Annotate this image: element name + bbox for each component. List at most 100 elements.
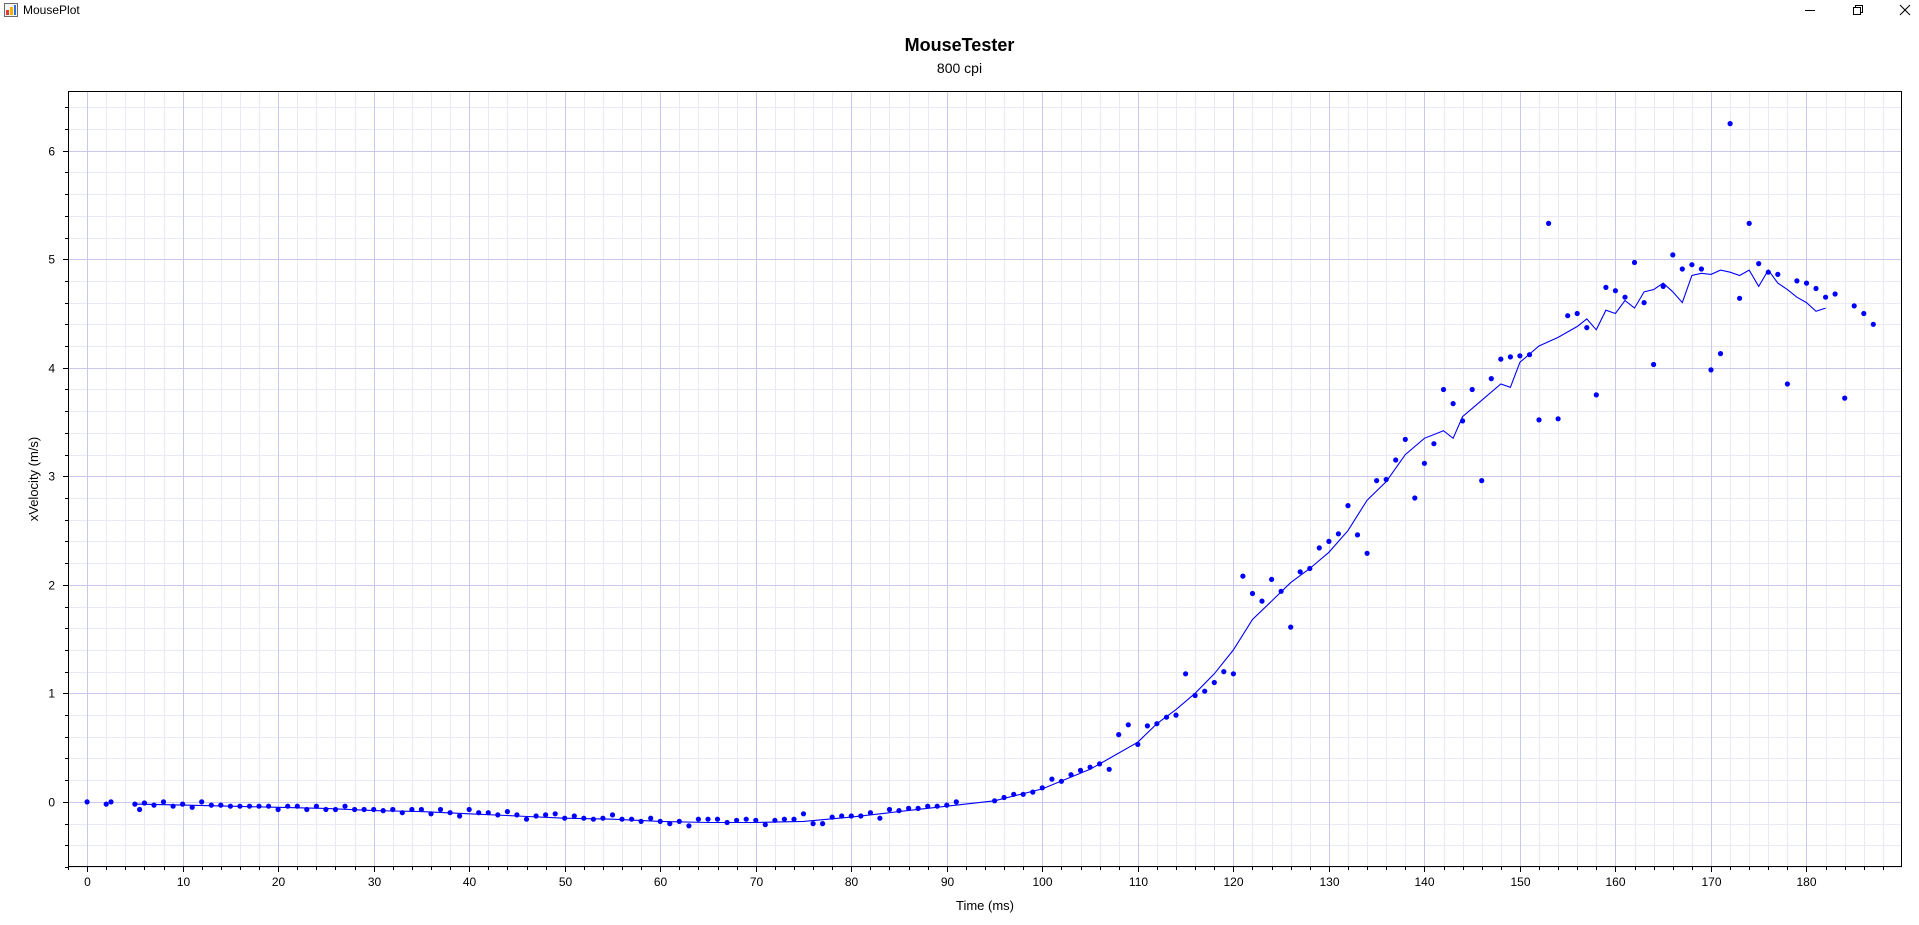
data-point <box>189 804 195 810</box>
close-icon <box>1899 4 1911 16</box>
data-point <box>886 806 893 813</box>
data-point <box>476 810 482 816</box>
data-point <box>1307 565 1313 572</box>
data-point <box>667 821 673 827</box>
data-point <box>495 812 501 818</box>
data-point <box>590 816 597 822</box>
plot-border <box>68 91 1902 867</box>
data-point <box>1288 624 1294 630</box>
x-tick-label: 120 <box>1223 875 1243 889</box>
data-point <box>342 803 348 809</box>
data-point <box>1765 269 1771 275</box>
data-point <box>1794 278 1800 284</box>
x-tick-label: 30 <box>368 875 382 889</box>
data-point <box>1106 766 1112 772</box>
data-point <box>199 799 205 805</box>
data-point <box>762 822 768 828</box>
x-tick-label: 70 <box>750 875 764 889</box>
data-point <box>1001 794 1007 801</box>
data-point <box>1593 392 1599 398</box>
x-tick-label: 20 <box>272 875 286 889</box>
data-point <box>820 821 826 827</box>
data-point <box>1727 121 1733 127</box>
data-point <box>457 813 463 819</box>
x-tick-label: 0 <box>84 875 91 889</box>
data-point <box>648 815 654 821</box>
data-point <box>1259 598 1265 604</box>
data-point <box>1326 538 1332 545</box>
minimize-button[interactable] <box>1790 0 1830 20</box>
y-tick-label: 0 <box>48 796 55 810</box>
data-point <box>877 815 883 821</box>
data-point <box>934 803 940 809</box>
data-point <box>227 803 233 809</box>
data-point <box>418 806 424 813</box>
x-tick-label: 60 <box>654 875 668 889</box>
title-bar: MousePlot <box>0 0 1919 20</box>
app-icon <box>4 3 18 17</box>
data-point <box>867 810 874 816</box>
data-point <box>103 801 109 807</box>
data-point <box>1574 310 1580 317</box>
data-point <box>1717 351 1724 357</box>
restore-button[interactable] <box>1838 0 1878 20</box>
data-point <box>84 799 90 805</box>
data-point <box>1240 573 1246 579</box>
y-tick-label: 2 <box>48 579 55 593</box>
series-line <box>134 269 1826 824</box>
data-point <box>810 821 816 827</box>
data-point <box>657 818 663 825</box>
data-point <box>285 803 291 809</box>
data-point <box>543 812 549 818</box>
data-point <box>1221 669 1227 675</box>
data-point <box>323 806 329 813</box>
data-point <box>275 806 281 813</box>
series-points-layer <box>84 121 1876 829</box>
data-point <box>1842 395 1848 401</box>
data-point <box>371 806 377 813</box>
close-button[interactable] <box>1885 0 1919 20</box>
data-point <box>1555 416 1561 422</box>
data-point <box>906 805 912 812</box>
data-point <box>781 816 788 822</box>
data-point <box>1746 220 1752 226</box>
data-point <box>705 816 711 822</box>
data-point <box>180 801 186 807</box>
data-point <box>246 803 253 809</box>
data-point <box>638 818 644 825</box>
data-point <box>1670 252 1676 258</box>
data-point <box>1851 303 1857 309</box>
data-point <box>1784 381 1790 387</box>
x-tick-label: 10 <box>177 875 191 889</box>
data-point <box>1651 361 1657 368</box>
data-point <box>132 801 138 807</box>
data-point <box>772 817 778 823</box>
data-point <box>352 806 358 813</box>
data-point <box>208 802 214 808</box>
data-point <box>1488 376 1494 382</box>
data-point <box>533 813 539 819</box>
data-point <box>1622 294 1628 300</box>
data-point <box>1383 476 1389 483</box>
data-point <box>1393 457 1399 463</box>
data-point <box>1565 313 1571 319</box>
data-point <box>1603 284 1609 290</box>
data-point <box>858 813 864 819</box>
y-tick-label: 1 <box>48 687 55 701</box>
data-point <box>332 806 339 813</box>
data-point <box>437 806 444 813</box>
major-grid <box>68 91 1902 867</box>
y-tick-label: 5 <box>48 253 55 267</box>
data-point <box>1335 531 1341 537</box>
data-point <box>1020 791 1026 797</box>
data-point <box>1249 590 1256 597</box>
data-point <box>313 803 319 809</box>
data-point <box>1431 441 1437 447</box>
x-tick-label: 80 <box>845 875 859 889</box>
data-point <box>552 811 558 817</box>
data-point <box>944 802 950 808</box>
data-point <box>1163 714 1170 720</box>
data-point <box>1861 310 1867 317</box>
data-point <box>108 799 114 805</box>
x-tick-label: 160 <box>1605 875 1625 889</box>
